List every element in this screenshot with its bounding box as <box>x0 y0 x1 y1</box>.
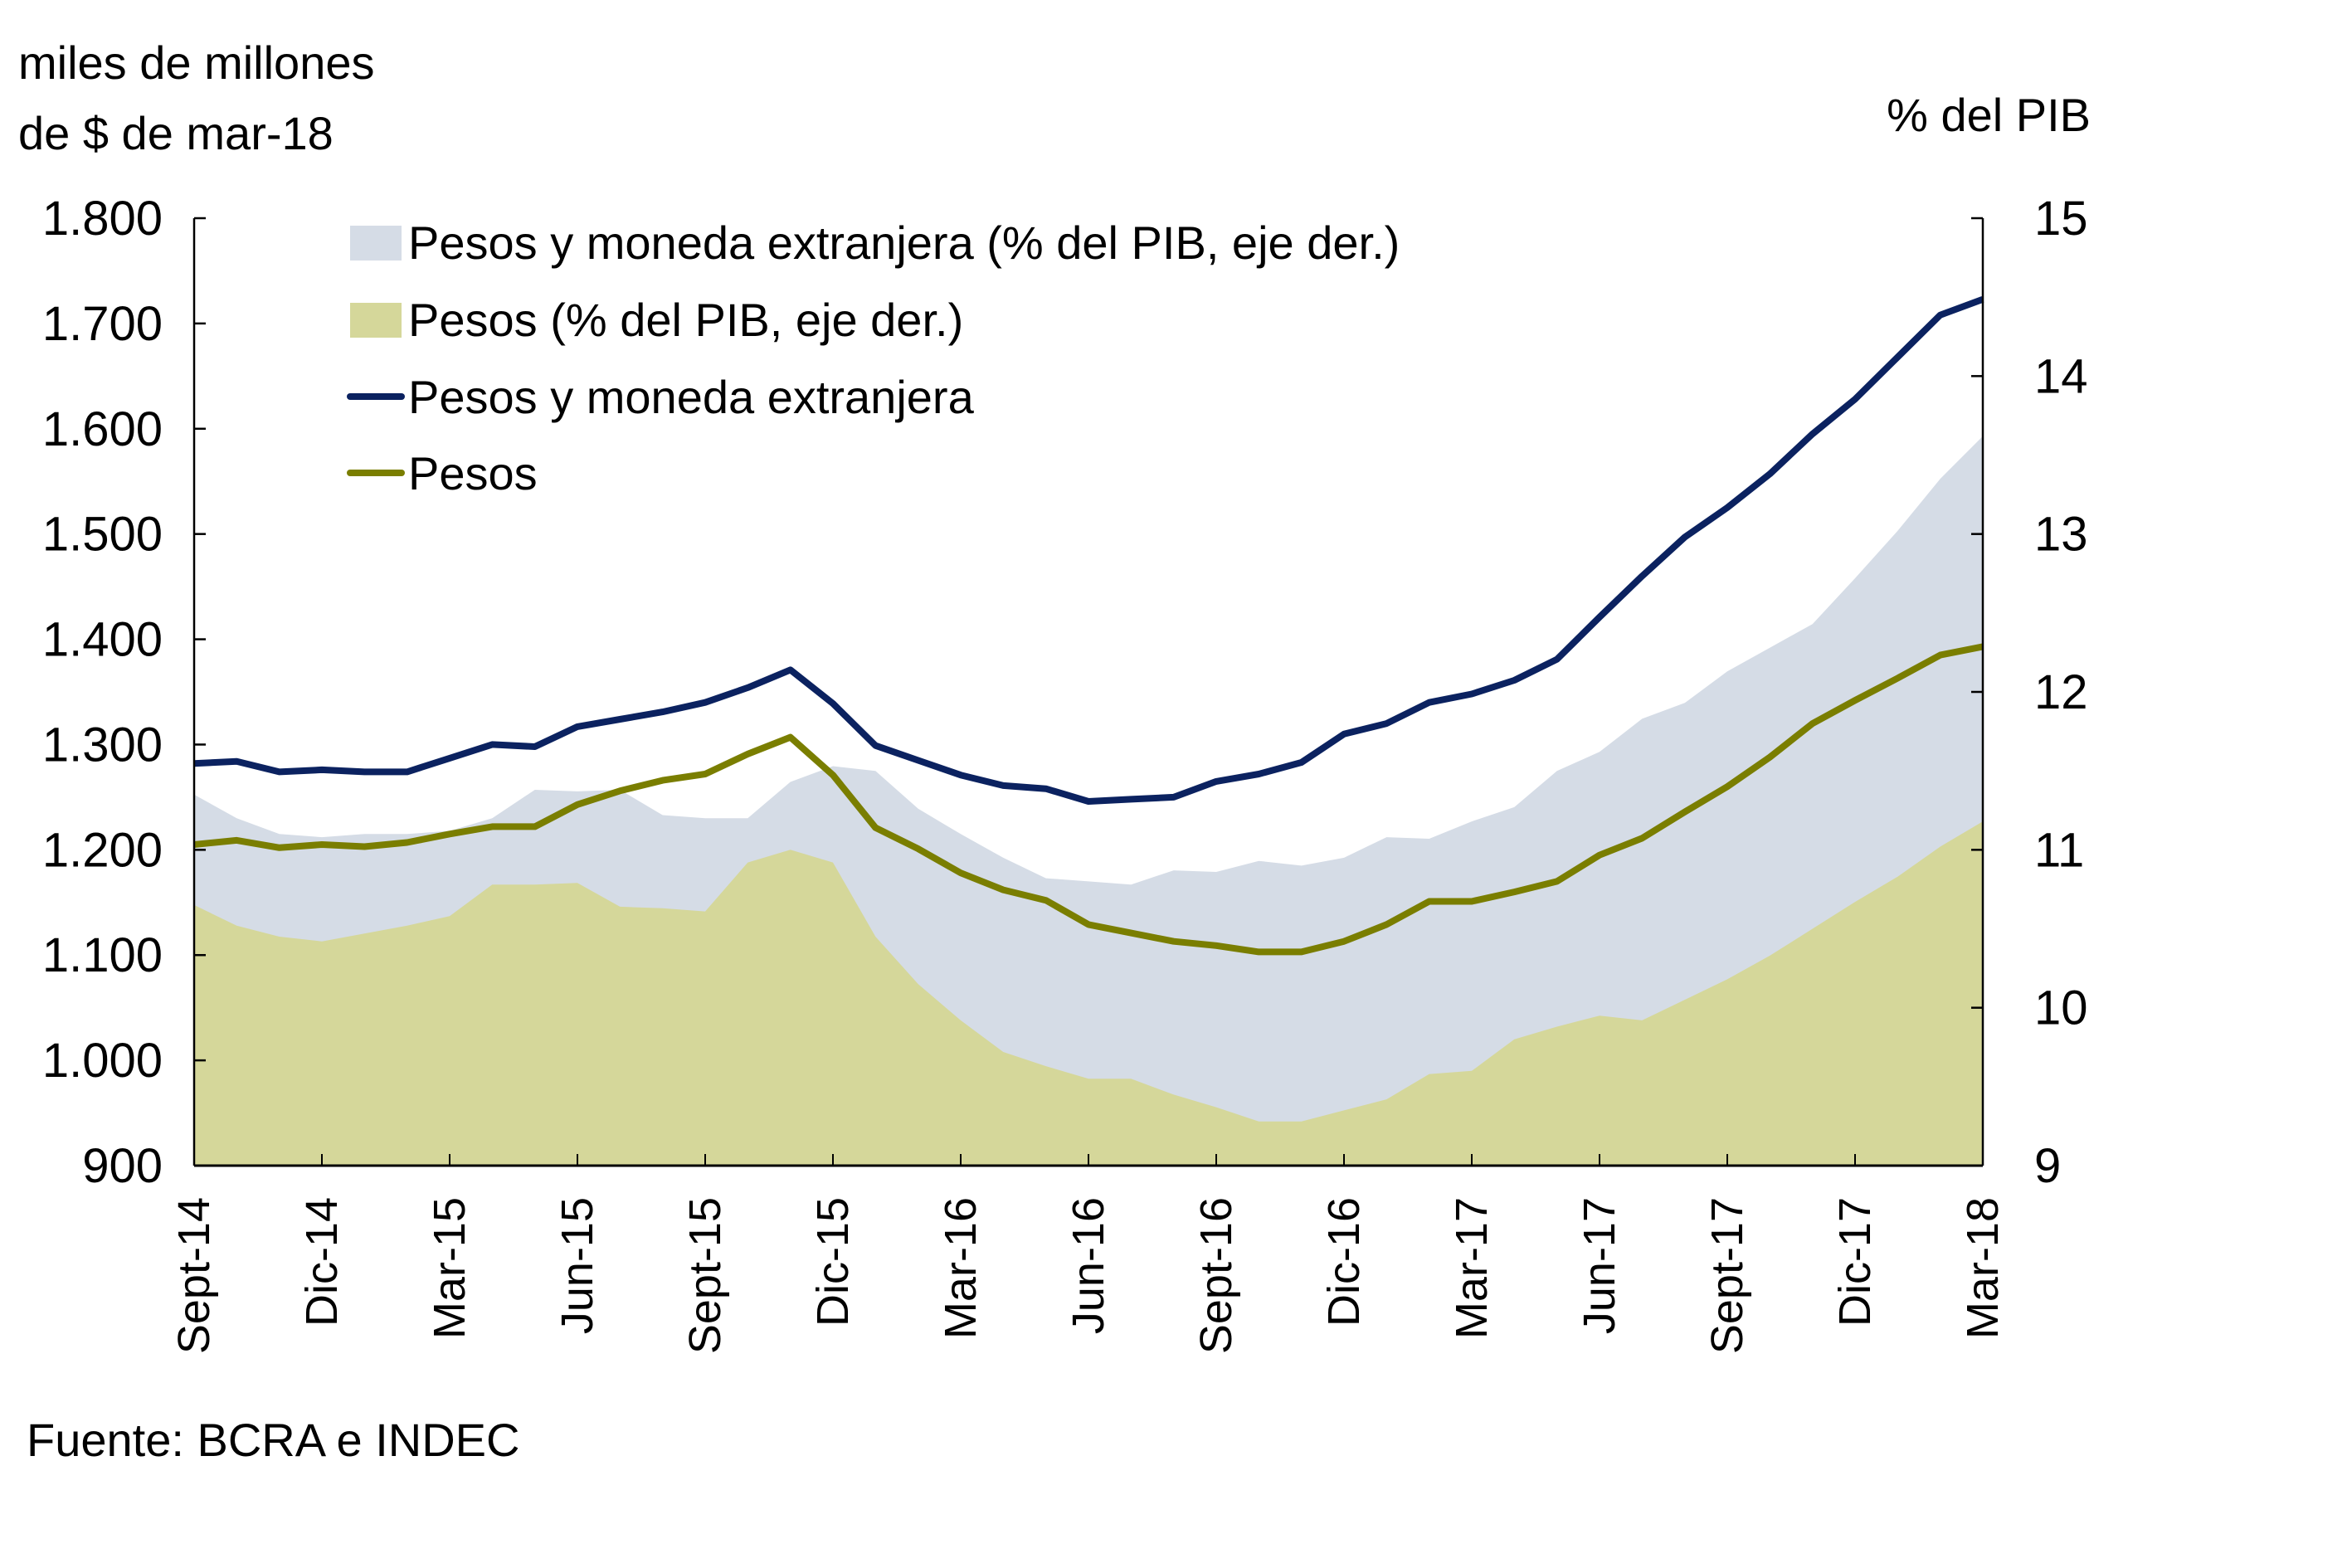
area-layer <box>194 436 1983 1166</box>
x-axis-tick-label: Jun-16 <box>1064 1197 1113 1334</box>
x-axis-tick-label: Mar-16 <box>936 1197 986 1339</box>
right-axis-tick-label: 15 <box>2034 192 2088 246</box>
legend-label: Pesos y moneda extranjera (% del PIB, ej… <box>408 217 1400 269</box>
legend-swatch-area-pesos <box>350 303 402 338</box>
x-axis-tick-label: Mar-18 <box>1958 1197 2008 1339</box>
legend-item: Pesos (% del PIB, eje der.) <box>350 294 963 346</box>
legend-item: Pesos y moneda extranjera (% del PIB, ej… <box>350 217 1400 269</box>
left-axis-tick-label: 1.300 <box>42 718 163 772</box>
legend-label: Pesos <box>408 447 538 499</box>
x-axis-tick-label: Dic-16 <box>1319 1197 1369 1327</box>
right-axis-tick-label: 9 <box>2034 1139 2061 1193</box>
x-axis-tick-label: Sept-17 <box>1702 1197 1752 1354</box>
x-axis-tick-label: Dic-14 <box>297 1197 347 1327</box>
x-axis-tick-label: Mar-15 <box>425 1197 475 1339</box>
x-axis-tick-label: Jun-17 <box>1575 1197 1624 1334</box>
legend: Pesos y moneda extranjera (% del PIB, ej… <box>347 217 1400 499</box>
x-axis-tick-label: Sept-14 <box>169 1197 219 1354</box>
line-series-2 <box>193 295 1984 805</box>
legend-label: Pesos (% del PIB, eje der.) <box>408 294 963 346</box>
right-axis-title: % del PIB <box>1887 89 2091 141</box>
right-axis-tick-label: 14 <box>2034 349 2088 403</box>
line-series-3 <box>193 643 1984 956</box>
left-axis-tick-label: 1.200 <box>42 823 163 877</box>
x-axis-tick-label: Dic-15 <box>808 1197 858 1327</box>
x-axis-tick-label: Jun-15 <box>553 1197 602 1334</box>
right-axis-tick-label: 10 <box>2034 981 2088 1035</box>
left-axis-tick-label: 1.700 <box>42 297 163 351</box>
left-axis-tick-label: 1.600 <box>42 402 163 456</box>
right-axis-tick-label: 12 <box>2034 665 2088 719</box>
left-axis-title-line-2: de $ de mar-18 <box>18 107 334 159</box>
right-axis-tick-label: 11 <box>2034 823 2084 877</box>
source-note: Fuente: BCRA e INDEC <box>27 1414 519 1466</box>
x-axis-tick-label: Mar-17 <box>1447 1197 1497 1339</box>
legend-item: Pesos <box>347 447 538 499</box>
left-axis-tick-label: 1.400 <box>42 613 163 667</box>
left-axis-title-line-1: miles de millones <box>18 37 375 89</box>
area-series-1 <box>194 821 1983 1166</box>
left-axis-tick-label: 1.500 <box>42 508 163 562</box>
legend-item: Pesos y moneda extranjera <box>347 371 975 423</box>
legend-label: Pesos y moneda extranjera <box>408 371 975 423</box>
x-axis-tick-label: Sept-16 <box>1191 1197 1241 1354</box>
line-layer <box>193 295 1984 956</box>
legend-swatch-area-total <box>350 226 402 261</box>
right-axis-tick-label: 13 <box>2034 508 2088 562</box>
x-axis-tick-label: Sept-15 <box>680 1197 730 1354</box>
left-axis-tick-label: 1.100 <box>42 928 163 982</box>
left-axis-tick-label: 900 <box>82 1139 163 1193</box>
left-axis-tick-label: 1.000 <box>42 1034 163 1088</box>
x-axis-tick-label: Dic-17 <box>1830 1197 1880 1327</box>
left-axis-tick-label: 1.800 <box>42 192 163 246</box>
axes: 900 1.000 1.100 1.200 1.300 1.400 1.500 1.600 1.… <box>42 192 2088 1354</box>
